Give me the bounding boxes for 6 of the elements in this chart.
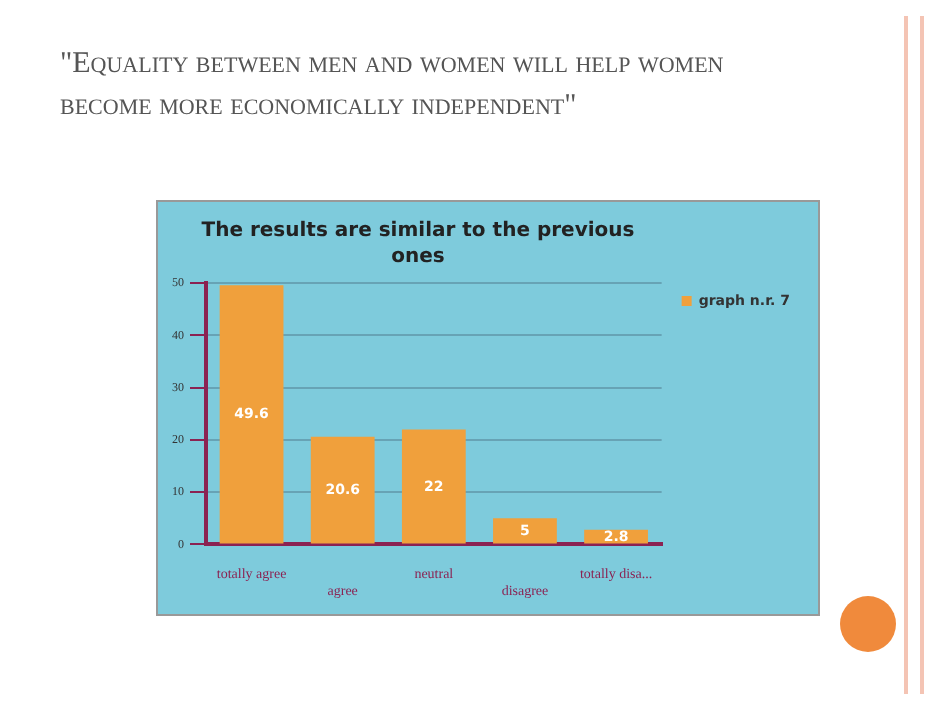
bar: [219, 285, 284, 544]
chart-title: "Equality between men and women will help women become more economically independent": [60, 46, 726, 126]
bar: [401, 429, 466, 544]
bar: [493, 518, 557, 544]
bar: [310, 436, 375, 544]
chart-subtitle: The results are similar to the previous ones: [199, 218, 637, 270]
